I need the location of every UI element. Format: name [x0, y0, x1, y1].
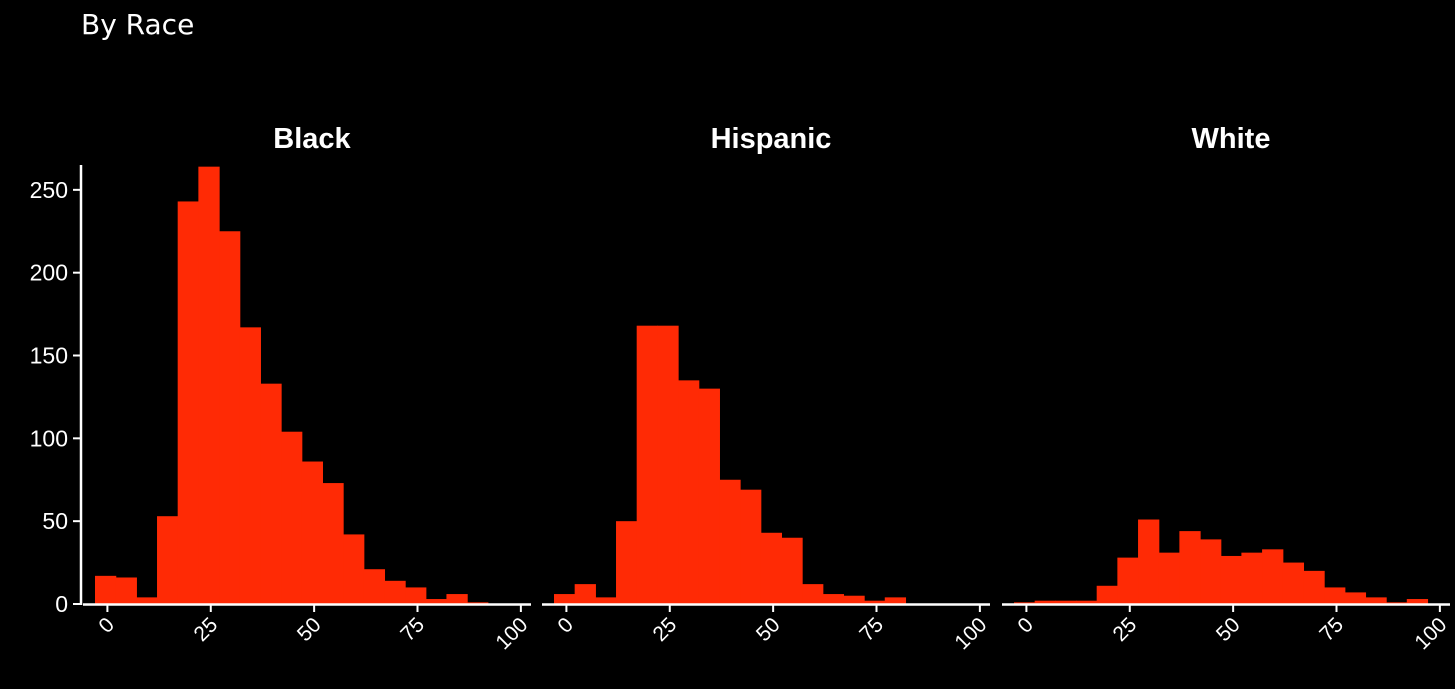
bar-hispanic-0	[554, 594, 576, 604]
bar-hispanic-12	[802, 584, 824, 604]
bar-black-15	[405, 587, 427, 604]
x-tick-label-hispanic-100: 100	[950, 613, 991, 654]
bar-black-5	[198, 166, 220, 604]
bar-hispanic-4	[636, 325, 658, 604]
bar-white-18	[1386, 602, 1408, 604]
bar-black-17	[446, 594, 468, 604]
bar-white-11	[1241, 552, 1263, 604]
bar-hispanic-2	[595, 597, 617, 604]
bar-hispanic-13	[822, 594, 845, 604]
x-tick-label-white-25: 25	[1109, 613, 1142, 646]
bar-white-1	[1034, 600, 1056, 604]
bar-white-2	[1055, 600, 1077, 604]
bar-black-2	[136, 597, 158, 604]
x-tick-label-black-25: 25	[190, 613, 223, 646]
bar-white-8	[1179, 531, 1201, 604]
y-tick-label-0: 0	[55, 591, 68, 617]
bar-hispanic-15	[864, 600, 886, 604]
bar-hispanic-10	[760, 532, 782, 604]
bar-hispanic-9	[740, 489, 762, 604]
facet-title-hispanic: Hispanic	[711, 123, 832, 155]
x-tick-label-hispanic-0: 0	[553, 613, 578, 638]
bar-white-13	[1282, 562, 1305, 604]
bar-hispanic-16	[884, 597, 907, 604]
x-tick-label-hispanic-75: 75	[855, 613, 888, 646]
bar-hispanic-7	[698, 388, 720, 604]
bar-black-1	[115, 577, 137, 604]
bar-white-17	[1365, 597, 1387, 604]
bar-white-12	[1262, 549, 1284, 604]
bar-hispanic-8	[719, 479, 741, 604]
bar-black-13	[363, 569, 386, 604]
x-tick-label-black-75: 75	[396, 613, 429, 646]
x-tick-label-white-50: 50	[1212, 613, 1245, 646]
bar-black-10	[301, 461, 323, 604]
bar-white-3	[1076, 600, 1098, 604]
bar-hispanic-11	[781, 537, 803, 604]
bar-hispanic-6	[678, 380, 700, 604]
x-tick-label-white-75: 75	[1315, 613, 1348, 646]
bar-white-9	[1200, 539, 1222, 604]
bar-hispanic-1	[574, 584, 596, 604]
bar-black-18	[467, 602, 489, 604]
x-tick-label-white-0: 0	[1013, 613, 1038, 638]
x-tick-label-black-50: 50	[293, 613, 326, 646]
bar-white-4	[1096, 585, 1118, 604]
bar-white-5	[1117, 557, 1139, 604]
bar-black-14	[384, 580, 406, 604]
bar-black-12	[343, 534, 365, 604]
y-tick-label-100: 100	[30, 425, 68, 451]
bar-black-16	[425, 599, 448, 604]
bar-white-19	[1406, 599, 1429, 604]
bar-black-6	[219, 231, 241, 604]
bar-white-10	[1220, 555, 1242, 604]
bar-white-16	[1344, 592, 1367, 604]
bar-white-15	[1324, 587, 1346, 604]
bar-black-7	[239, 327, 261, 604]
bar-hispanic-14	[843, 595, 865, 604]
bar-hispanic-5	[657, 325, 679, 604]
x-tick-label-hispanic-50: 50	[752, 613, 785, 646]
bar-black-8	[260, 383, 282, 604]
bar-black-11	[322, 483, 344, 604]
bar-hispanic-3	[616, 521, 638, 604]
bar-white-6	[1138, 519, 1160, 604]
bar-black-4	[177, 201, 199, 604]
y-tick-label-150: 150	[30, 343, 68, 369]
x-tick-label-hispanic-25: 25	[649, 613, 682, 646]
x-tick-label-white-100: 100	[1410, 613, 1451, 654]
bar-black-3	[157, 516, 179, 604]
bar-white-7	[1158, 552, 1180, 604]
bar-white-14	[1303, 570, 1325, 604]
y-tick-label-250: 250	[30, 177, 68, 203]
y-tick-label-50: 50	[42, 508, 68, 534]
x-tick-label-black-0: 0	[94, 613, 119, 638]
bar-white-0	[1014, 602, 1036, 604]
x-tick-label-black-100: 100	[491, 613, 532, 654]
facet-title-white: White	[1192, 123, 1271, 155]
facet-title-black: Black	[273, 123, 351, 155]
chart-title: By Race	[81, 8, 195, 41]
y-tick-label-200: 200	[30, 260, 68, 286]
bar-black-0	[95, 575, 117, 604]
bar-black-9	[281, 431, 303, 604]
